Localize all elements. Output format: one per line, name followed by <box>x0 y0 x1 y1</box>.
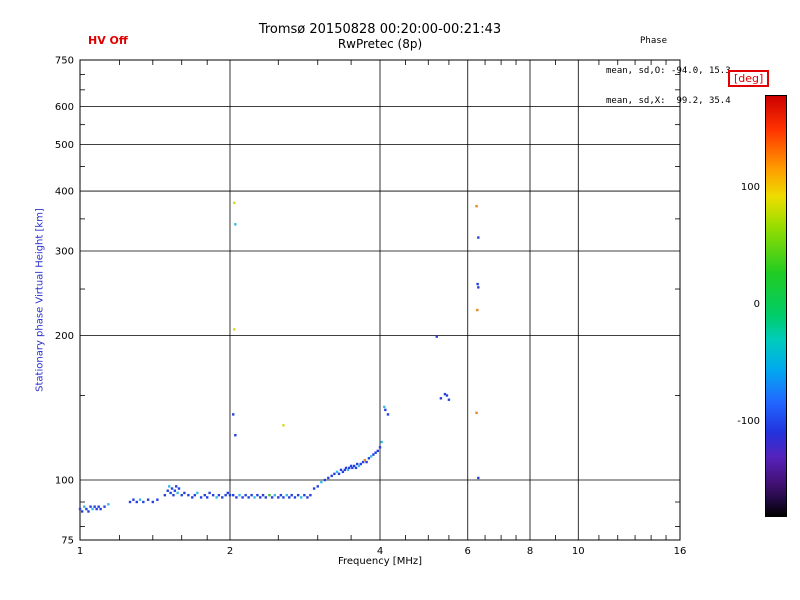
y-axis-title: Stationary phase Virtual Height [km] <box>34 208 46 392</box>
svg-text:300: 300 <box>55 247 74 258</box>
svg-text:500: 500 <box>55 140 74 151</box>
svg-text:10: 10 <box>572 546 585 557</box>
plot-subtitle: RwPretec (8p) <box>337 37 423 51</box>
colorbar <box>765 95 787 517</box>
svg-text:600: 600 <box>55 102 74 113</box>
svg-text:8: 8 <box>527 546 533 557</box>
x-axis-title: Frequency [MHz] <box>337 556 423 567</box>
plot-title: Tromsø 20150828 00:20:00-00:21:43 <box>258 22 502 37</box>
svg-text:1: 1 <box>77 546 83 557</box>
colorbar-tick: 0 <box>753 299 760 310</box>
svg-text:75: 75 <box>61 536 74 547</box>
colorbar-tick: -100 <box>737 415 760 427</box>
svg-text:2: 2 <box>227 546 233 557</box>
colorbar-unit-label: [deg] <box>728 70 770 87</box>
colorbar-tick: 100 <box>740 182 760 194</box>
hv-status-label: HV Off <box>88 34 128 47</box>
svg-text:400: 400 <box>55 187 74 198</box>
phase-stats-x-mode: mean, sd,X: 99.2, 35.4 <box>606 96 731 106</box>
svg-text:4: 4 <box>377 546 383 557</box>
svg-text:16: 16 <box>674 546 687 557</box>
svg-text:750: 750 <box>55 56 74 67</box>
phase-stats-block: Phase mean, sd,O: -94.0, 15.3 mean, sd,X… <box>606 16 731 126</box>
svg-text:6: 6 <box>465 546 471 557</box>
phase-stats-title: Phase <box>640 36 668 46</box>
svg-text:200: 200 <box>55 331 74 342</box>
phase-stats-o-mode: mean, sd,O: -94.0, 15.3 <box>606 66 731 76</box>
svg-text:100: 100 <box>55 476 74 487</box>
